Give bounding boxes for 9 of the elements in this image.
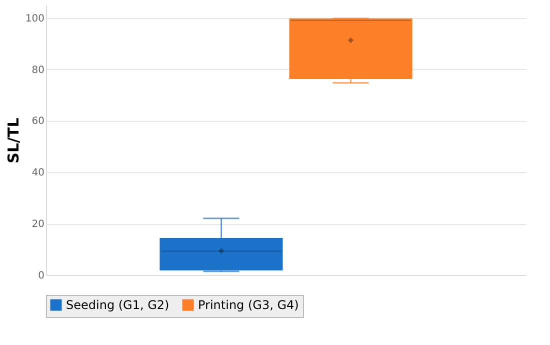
y-tick-label: 80 <box>32 64 44 76</box>
y-tick-label: 0 <box>38 270 44 282</box>
legend-label: Printing (G3, G4) <box>198 298 299 312</box>
y-tick-label: 60 <box>32 116 44 128</box>
y-tick-label: 40 <box>32 168 44 179</box>
y-tick-label: 100 <box>25 13 44 24</box>
y-axis-title: SL/TL <box>4 117 22 164</box>
y-tick-label: 20 <box>32 219 44 230</box>
legend-label: Seeding (G1, G2) <box>66 298 170 312</box>
